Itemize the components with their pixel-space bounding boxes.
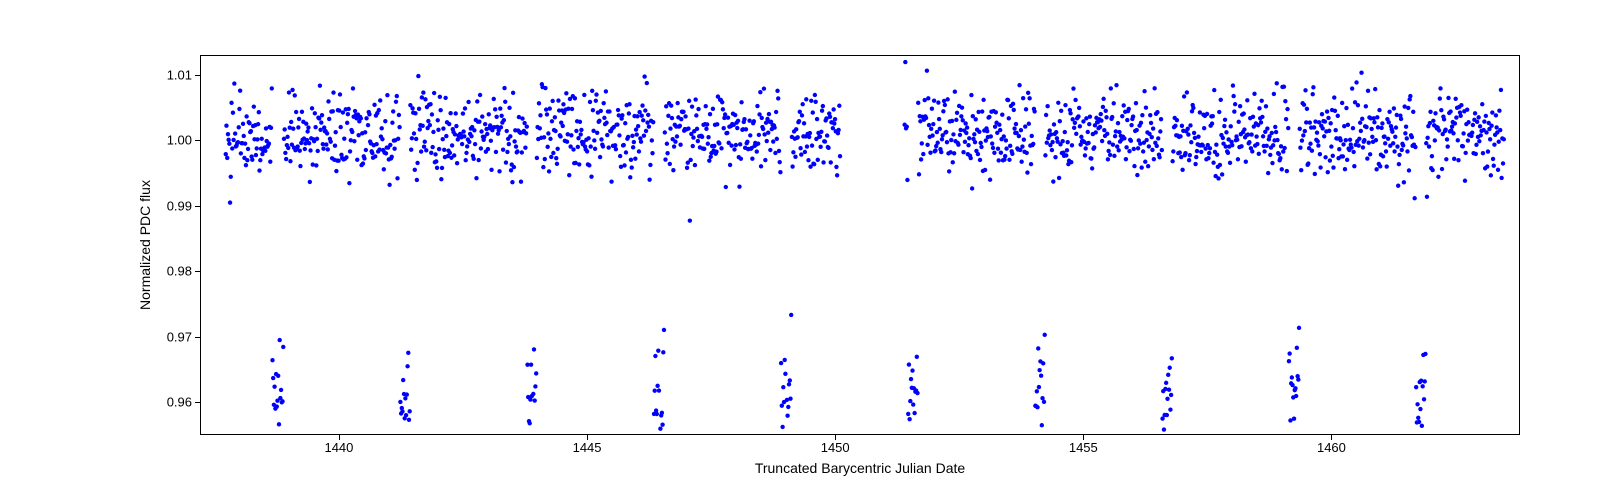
plot-frame: [200, 55, 1520, 435]
x-tick-label: 1455: [1069, 440, 1098, 455]
y-tick-mark: [195, 140, 200, 141]
y-tick-mark: [195, 337, 200, 338]
y-tick-mark: [195, 75, 200, 76]
y-tick-mark: [195, 206, 200, 207]
scatter-plot: [201, 56, 1519, 434]
x-tick-mark: [339, 435, 340, 440]
x-tick-mark: [1331, 435, 1332, 440]
x-tick-mark: [835, 435, 836, 440]
y-tick-label: 1.00: [167, 133, 192, 148]
y-tick-label: 0.96: [167, 395, 192, 410]
x-tick-label: 1460: [1317, 440, 1346, 455]
y-tick-label: 0.97: [167, 329, 192, 344]
y-tick-label: 0.98: [167, 264, 192, 279]
x-tick-mark: [587, 435, 588, 440]
x-tick-label: 1450: [821, 440, 850, 455]
x-axis-label: Truncated Barycentric Julian Date: [755, 460, 965, 476]
x-tick-mark: [1083, 435, 1084, 440]
y-tick-mark: [195, 402, 200, 403]
y-axis-label: Normalized PDC flux: [137, 180, 153, 310]
x-tick-label: 1440: [324, 440, 353, 455]
y-tick-label: 0.99: [167, 198, 192, 213]
x-tick-label: 1445: [573, 440, 602, 455]
y-tick-label: 1.01: [167, 67, 192, 82]
y-tick-mark: [195, 271, 200, 272]
